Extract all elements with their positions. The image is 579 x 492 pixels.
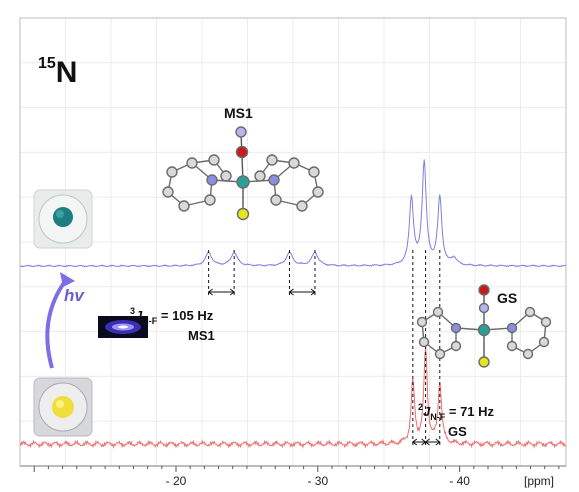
ms1-coupling-nuclei: N-F (142, 316, 158, 326)
spectrum-line-ms1 (19, 159, 566, 268)
gs-coupling-value: = 71 Hz (445, 404, 495, 419)
gs-coupling-bond-count: 2 (418, 402, 424, 412)
grid (19, 17, 567, 467)
x-tick-label: - 20 (165, 474, 187, 488)
ms1-molecule-structure (162, 126, 324, 221)
ms1-coupling-bond-count: 3 (130, 306, 136, 316)
nucleus-label: 15N (38, 55, 78, 90)
x-axis-unit-label: [ppm] (524, 474, 555, 488)
gs-coupling-j: J (423, 404, 431, 419)
spectrum-line-gs (19, 347, 567, 449)
x-tick-label: - 40 (449, 474, 470, 488)
ms1-coupling-species: MS1 (188, 328, 215, 343)
gs-coupling-arrow-head (435, 438, 441, 446)
irradiation-arrowhead (60, 272, 75, 287)
ms1-coupling-value: = 105 Hz (157, 308, 214, 323)
gs-coupling-arrow-head (424, 438, 430, 446)
gs-sample-photo (33, 377, 93, 437)
gs-molecule-structure (416, 284, 552, 368)
gs-coupling-species: GS (448, 424, 467, 439)
ms1-coupling-j: J (135, 308, 143, 323)
gs-structure-label: GS (497, 290, 518, 306)
nucleus-mass-number: 15 (38, 55, 56, 72)
nucleus-symbol: N (55, 56, 78, 89)
gs-coupling-nuclei: N-F (430, 412, 446, 422)
gs-coupling-constant: 2JN-F = 71 Hz (418, 402, 495, 422)
laser-spot-icon (98, 316, 148, 338)
ms1-coupling-arrow-head (207, 288, 213, 296)
irradiation-label: hv (64, 286, 84, 305)
irradiation-arrow (45, 278, 68, 369)
ms1-coupling-arrow-head (310, 288, 316, 296)
ms1-structure-label: MS1 (224, 105, 253, 121)
plot-frame (19, 17, 567, 472)
ms1-sample-photo (33, 189, 93, 249)
coupling-markers (207, 250, 441, 446)
gs-coupling-arrow-head (412, 438, 418, 446)
ms1-coupling-arrow-head (288, 288, 294, 296)
spectra (19, 159, 567, 449)
x-tick-label: - 30 (307, 474, 329, 488)
ms1-coupling-arrow-head (229, 288, 235, 296)
ms1-coupling-constant: 3JN-F = 105 Hz (130, 306, 214, 326)
